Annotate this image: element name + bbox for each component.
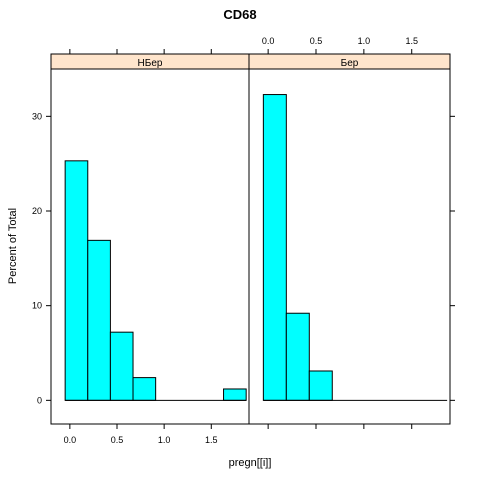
histogram-bar <box>87 239 111 401</box>
panel-1: НБер 0.0 0.5 1.0 1.5 0 10 20 30 <box>32 49 250 445</box>
y-tick-label: 10 <box>32 301 42 311</box>
histogram-bar <box>132 377 157 401</box>
histogram-bar <box>109 331 134 401</box>
x-tick-label: 0.5 <box>111 435 124 445</box>
strip-label: НБер <box>138 58 163 69</box>
panel-2: Бер 0.0 0.5 1.0 1.5 <box>248 36 455 429</box>
y-tick-label: 20 <box>32 206 42 216</box>
x-tick-label: 0.0 <box>262 36 275 46</box>
x-axis-title: pregn[[i]] <box>229 457 272 469</box>
histogram-bar <box>308 370 333 401</box>
x-tick-label: 1.0 <box>158 435 171 445</box>
x-tick-label: 1.5 <box>205 435 218 445</box>
histogram-bar <box>223 388 247 401</box>
strip-label: Бер <box>341 58 359 69</box>
chart-title: CD68 <box>223 7 256 22</box>
x-tick-label: 0.5 <box>310 36 323 46</box>
x-tick-label: 1.5 <box>405 36 418 46</box>
histogram-bar <box>64 160 89 401</box>
x-tick-label: 1.0 <box>358 36 371 46</box>
histogram-bar <box>262 94 287 401</box>
panels: НБер 0.0 0.5 1.0 1.5 0 10 20 30 Бер 0.0 0.5 1.0 1.5 <box>32 36 455 445</box>
histogram-bar <box>285 312 310 401</box>
y-tick-label: 30 <box>32 111 42 121</box>
panel-frame <box>248 68 451 425</box>
y-axis-title: Percent of Total <box>7 208 19 284</box>
y-tick-label: 0 <box>37 395 42 405</box>
x-tick-label: 0.0 <box>64 435 77 445</box>
